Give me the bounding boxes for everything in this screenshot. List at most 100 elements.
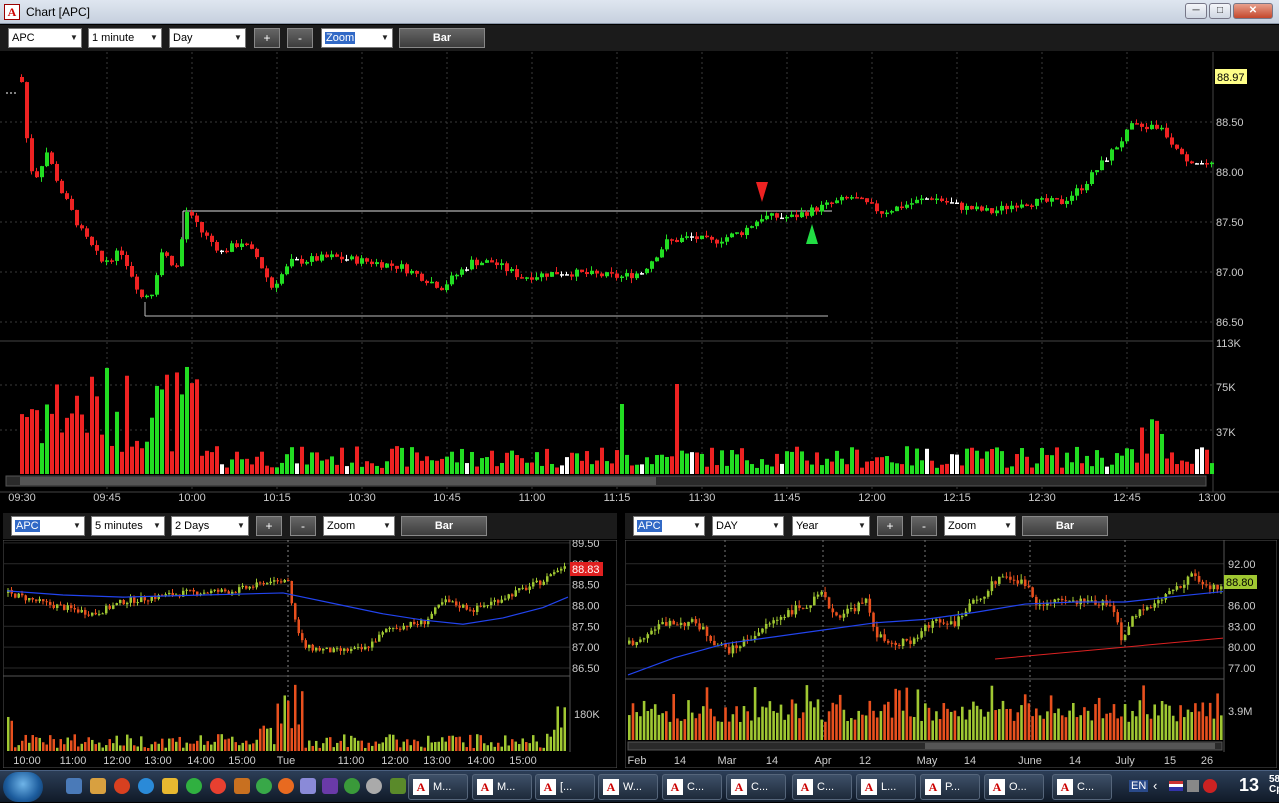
search-icon[interactable] [366, 778, 382, 794]
main-candle [935, 198, 939, 201]
left-volume-bar [161, 738, 164, 751]
start-button[interactable] [3, 772, 43, 802]
taskbar-window-button[interactable]: A P... [920, 774, 980, 800]
right-volume-bar [861, 714, 864, 740]
main-candle [425, 280, 429, 284]
left-candle [119, 600, 122, 604]
left-volume-bar [122, 745, 125, 751]
main-symbol-select[interactable]: APC ▼ [8, 28, 82, 48]
left-candle [409, 621, 412, 628]
right-zoom-in-button[interactable]: + [877, 516, 903, 536]
right-candle [805, 607, 809, 609]
main-volume-bar [120, 451, 124, 474]
chrome-icon[interactable] [210, 778, 226, 794]
main-volume-bar [885, 456, 889, 474]
chevron-left-icon[interactable]: ‹ [1153, 778, 1158, 793]
right-volume-bar [824, 721, 827, 740]
torrent-icon[interactable] [344, 778, 360, 794]
main-candle [1105, 160, 1109, 162]
right-volume-bar [1086, 710, 1090, 740]
app-launcher-icon[interactable] [90, 778, 106, 794]
right-bar-button[interactable]: Bar [1022, 516, 1108, 536]
close-button[interactable]: ✕ [1233, 3, 1273, 19]
right-interval-select[interactable]: DAY ▼ [712, 516, 784, 536]
main-candle [1075, 188, 1079, 196]
shield-icon[interactable] [390, 778, 406, 794]
taskbar-window-button[interactable]: A C... [792, 774, 852, 800]
main-volume-bar [675, 384, 679, 474]
left-bar-button[interactable]: Bar [401, 516, 487, 536]
right-candle [794, 605, 798, 615]
right-range-select[interactable]: Year ▼ [792, 516, 870, 536]
right-volume-bar [1053, 713, 1057, 740]
app-icon: A [4, 4, 20, 20]
settings-icon[interactable] [234, 778, 250, 794]
main-price-chart[interactable]: 88.50 88.00 87.50 87.00 86.50 113K 75K 37K 09:3… [0, 52, 1279, 507]
taskbar-window-button[interactable]: A W... [598, 774, 658, 800]
right-symbol-select[interactable]: APC ▼ [633, 516, 705, 536]
main-candle [450, 275, 454, 285]
main-volume-bar [1120, 455, 1124, 474]
left-candle [315, 647, 318, 651]
right-volume-bar [1146, 714, 1149, 740]
main-interval-select[interactable]: 1 minute ▼ [88, 28, 162, 48]
main-candle [410, 270, 414, 274]
clock[interactable]: 13 58Cp [1239, 775, 1279, 796]
chrome-icon-2[interactable] [256, 778, 272, 794]
firefox-icon[interactable] [278, 778, 294, 794]
taskbar-window-button[interactable]: A M... [472, 774, 532, 800]
taskbar-window-button[interactable]: A [... [535, 774, 595, 800]
left-zoom-in-button[interactable]: + [256, 516, 282, 536]
left-range-select[interactable]: 2 Days ▼ [171, 516, 249, 536]
messenger-icon[interactable] [162, 778, 178, 794]
right-volume-bar [909, 716, 912, 740]
left-symbol-select[interactable]: APC ▼ [11, 516, 85, 536]
taskbar-window-button[interactable]: A C... [726, 774, 786, 800]
main-y-tick-label: 88.50 [1216, 117, 1244, 129]
main-range-select[interactable]: Day ▼ [169, 28, 246, 48]
right-candle [727, 647, 731, 654]
utility-icon[interactable] [186, 778, 202, 794]
minimize-button[interactable]: ─ [1185, 3, 1207, 19]
main-scrollbar-thumb[interactable] [20, 477, 656, 485]
taskbar-window-button[interactable]: A C... [662, 774, 722, 800]
taskbar-window-button[interactable]: A M... [408, 774, 468, 800]
right-candle [968, 603, 971, 612]
left-volume-bar [140, 736, 143, 751]
opera-icon[interactable] [1203, 779, 1217, 793]
right-zoom-select[interactable]: Zoom ▼ [944, 516, 1016, 536]
viewer-icon[interactable] [300, 778, 316, 794]
main-zoom-select[interactable]: Zoom ▼ [321, 28, 393, 48]
right-volume-bar [1134, 716, 1138, 740]
right-scrollbar-thumb[interactable] [925, 743, 1215, 749]
main-candle [995, 210, 999, 214]
right-zoom-out-button[interactable]: - [911, 516, 937, 536]
left-zoom-select[interactable]: Zoom ▼ [323, 516, 395, 536]
taskbar-window-button[interactable]: A C... [1052, 774, 1112, 800]
left-interval-select[interactable]: 5 minutes ▼ [91, 516, 165, 536]
language-indicator[interactable]: EN [1129, 780, 1149, 792]
right-volume-bar [731, 714, 735, 740]
main-zoom-in-button[interactable]: + [254, 28, 280, 48]
left-x-tick-label: 14:00 [467, 755, 495, 767]
taskbar-window-button[interactable]: A O... [984, 774, 1044, 800]
browser-icon[interactable] [114, 778, 130, 794]
right-volume-bar [1197, 711, 1201, 740]
ie-icon[interactable] [138, 778, 154, 794]
maximize-button[interactable]: □ [1209, 3, 1231, 19]
vs-icon[interactable] [322, 778, 338, 794]
right-volume-bar [887, 701, 890, 740]
left-price-chart[interactable]: 89.5089.0088.5088.0087.5087.0086.50180K … [3, 540, 617, 768]
main-volume-bar [990, 448, 994, 474]
main-zoom-out-button[interactable]: - [287, 28, 313, 48]
main-bar-button[interactable]: Bar [399, 28, 485, 48]
left-zoom-out-button[interactable]: - [290, 516, 316, 536]
right-trend-line[interactable] [994, 637, 1224, 660]
right-volume-bar [1083, 707, 1086, 740]
main-volume-bar [135, 440, 139, 474]
main-volume-bar [1180, 460, 1184, 474]
taskbar-window-button[interactable]: A L... [856, 774, 916, 800]
show-desktop-icon[interactable] [66, 778, 82, 794]
main-candle [775, 213, 779, 218]
